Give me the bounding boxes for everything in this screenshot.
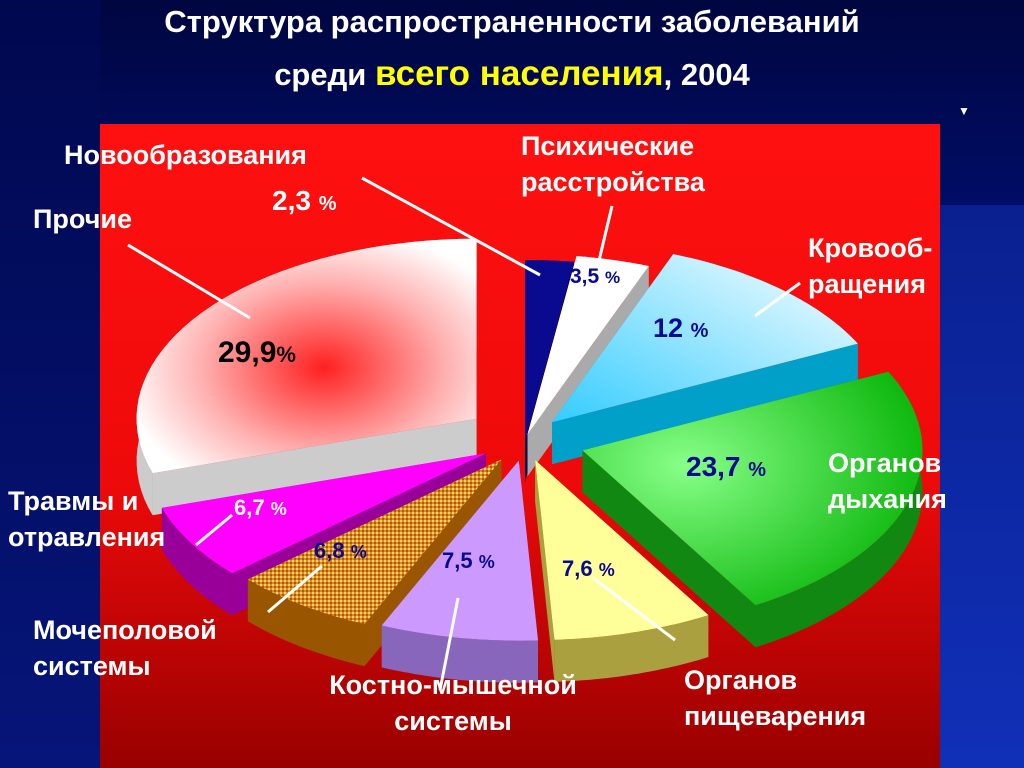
value-psych-pct: % <box>605 268 621 287</box>
value-kost: 7,5 % <box>442 548 495 574</box>
title-highlight: всего населения <box>374 54 664 93</box>
page-title: Структура распространенности заболеваний… <box>0 0 1024 101</box>
leader-psych <box>596 205 614 266</box>
label-kost-l1: Костно-мышечной <box>329 670 577 700</box>
label-novoobrazovaniya: Новообразования <box>64 140 307 170</box>
title-line-1: Структура распространенности заболеваний <box>164 4 860 39</box>
value-novoobr-num: 2,3 <box>272 185 311 216</box>
label-kostno: Костно-мышечной системы <box>288 667 618 739</box>
value-dyh-num: 23,7 <box>686 451 741 482</box>
background-left-stripe <box>0 0 100 768</box>
value-novoobr: 2,3 % <box>272 185 337 217</box>
value-travmy-num: 6,7 <box>234 495 265 520</box>
value-travmy-pct: % <box>270 499 287 519</box>
value-novoobr-pct: % <box>318 193 337 215</box>
value-psych-num: 3,5 <box>570 265 600 288</box>
pie-slice-1 <box>527 256 649 477</box>
value-krov-pct: % <box>690 320 709 342</box>
label-psych-l1: Психические <box>521 131 695 161</box>
value-pisch: 7,6 % <box>562 556 615 582</box>
pie-slice-8 <box>136 238 477 516</box>
value-moch-pct: % <box>350 542 367 562</box>
value-krov-num: 12 <box>653 313 684 343</box>
label-mochepolovoy: Мочеполовой системы <box>33 612 217 684</box>
label-travmy: Травмы и отравления <box>8 483 165 555</box>
label-psych: Психические расстройства <box>521 128 705 200</box>
label-dyhaniya: Органов дыхания <box>828 445 947 517</box>
value-moch: 6,8 % <box>314 538 367 564</box>
leader-krov <box>754 281 801 318</box>
label-dyh-l1: Органов <box>828 448 942 478</box>
value-dyh: 23,7 % <box>686 451 766 483</box>
label-pisch-l1: Органов <box>684 665 798 695</box>
label-moch-l1: Мочеполовой <box>33 615 217 645</box>
label-psych-l2: расстройства <box>521 167 705 197</box>
value-prochie-pct: % <box>276 342 296 367</box>
leader-pisch <box>592 576 676 642</box>
pie-slice-3 <box>582 371 923 648</box>
label-prochie: Прочие <box>33 204 133 234</box>
value-kost-num: 7,5 <box>442 548 473 573</box>
leader-novoobr <box>361 176 541 277</box>
label-pischevareniya: Органов пищеварения <box>684 662 866 734</box>
label-krov-l1: Кровооб- <box>808 233 933 263</box>
label-travmy-l1: Травмы и <box>8 486 139 516</box>
title-suffix: , 2004 <box>663 57 750 92</box>
label-dyh-l2: дыхания <box>828 484 947 514</box>
value-pisch-pct: % <box>598 560 615 580</box>
value-psych: 3,5 % <box>570 265 620 289</box>
label-krov-l2: ращения <box>808 269 926 299</box>
label-moch-l2: системы <box>33 651 151 681</box>
label-travmy-l2: отравления <box>8 522 166 552</box>
title-line-2: среди всего населения, 2004 <box>0 48 1024 101</box>
pie-slice-6 <box>247 459 502 667</box>
value-dyh-pct: % <box>748 459 767 481</box>
value-travmy: 6,7 % <box>234 495 287 521</box>
small-triangle-icon: ▼ <box>958 104 970 118</box>
value-moch-num: 6,8 <box>314 538 345 563</box>
value-prochie-num: 29,9 <box>218 336 277 369</box>
leader-prochie <box>127 243 251 320</box>
value-prochie: 29,9% <box>218 336 296 370</box>
value-krov: 12 % <box>653 313 708 344</box>
title-prefix: среди <box>274 57 375 92</box>
label-krovoobr: Кровооб-ращения <box>808 230 932 302</box>
pie-slice-4 <box>535 460 709 682</box>
label-kost-l2: системы <box>394 706 512 736</box>
value-pisch-num: 7,6 <box>562 556 593 581</box>
value-kost-pct: % <box>478 552 495 572</box>
background-right <box>940 205 1024 768</box>
pie-slice-5 <box>381 460 538 683</box>
leader-kost <box>438 597 460 691</box>
leader-moch <box>267 564 323 614</box>
label-pisch-l2: пищеварения <box>684 701 867 731</box>
leader-travmy <box>195 513 233 547</box>
